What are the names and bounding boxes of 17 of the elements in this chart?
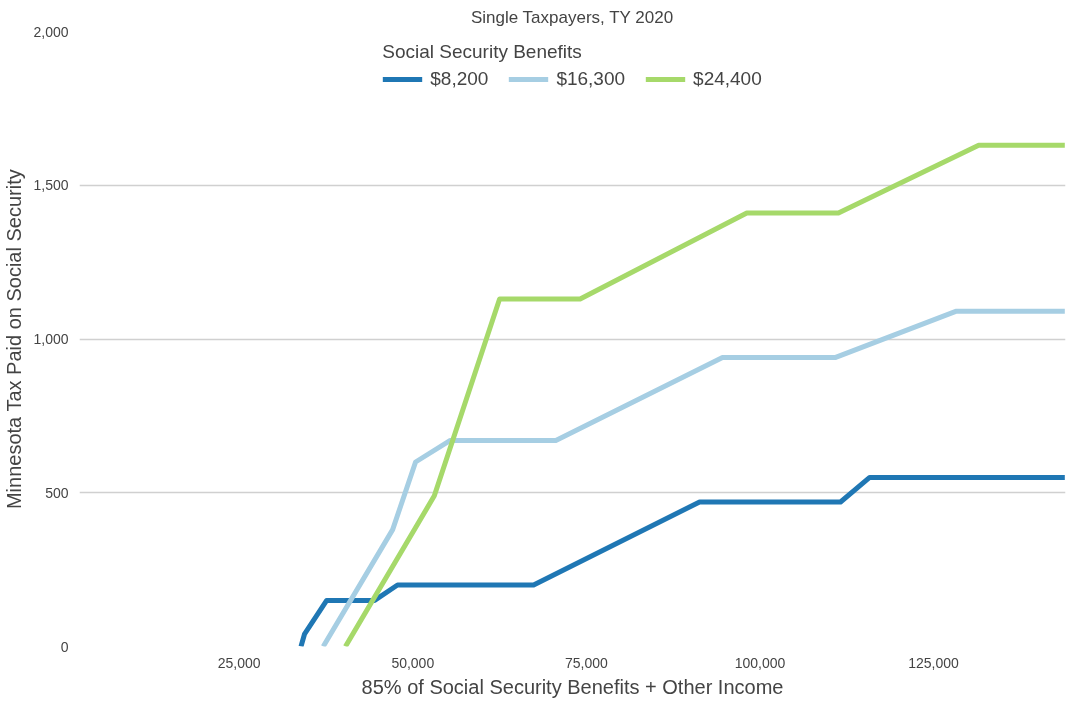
y-tick-label: 1,500 [33, 177, 69, 194]
legend-title: Social Security Benefits [382, 41, 583, 63]
y-tick-label: 2,000 [33, 23, 69, 40]
chart-title: Single Taxpayers, TY 2020 [470, 7, 674, 27]
legend-label: $24,400 [693, 68, 762, 90]
x-tick-label: 100,000 [734, 654, 786, 671]
x-tick-label: 25,000 [217, 654, 261, 671]
y-tick-label: 1,000 [33, 331, 69, 347]
x-axis-title: 85% of Social Security Benefits + Other Income [361, 675, 784, 698]
legend-label: $8,200 [430, 68, 489, 90]
x-tick-label: 75,000 [564, 654, 609, 671]
legend-label: $16,300 [556, 68, 626, 90]
y-tick-label: 500 [45, 484, 69, 501]
x-tick-label: 125,000 [908, 654, 960, 671]
y-tick-label: 0 [60, 638, 69, 655]
y-axis-title: Minnesota Tax Paid on Social Security [3, 169, 26, 510]
x-tick-label: 50,000 [391, 654, 435, 671]
